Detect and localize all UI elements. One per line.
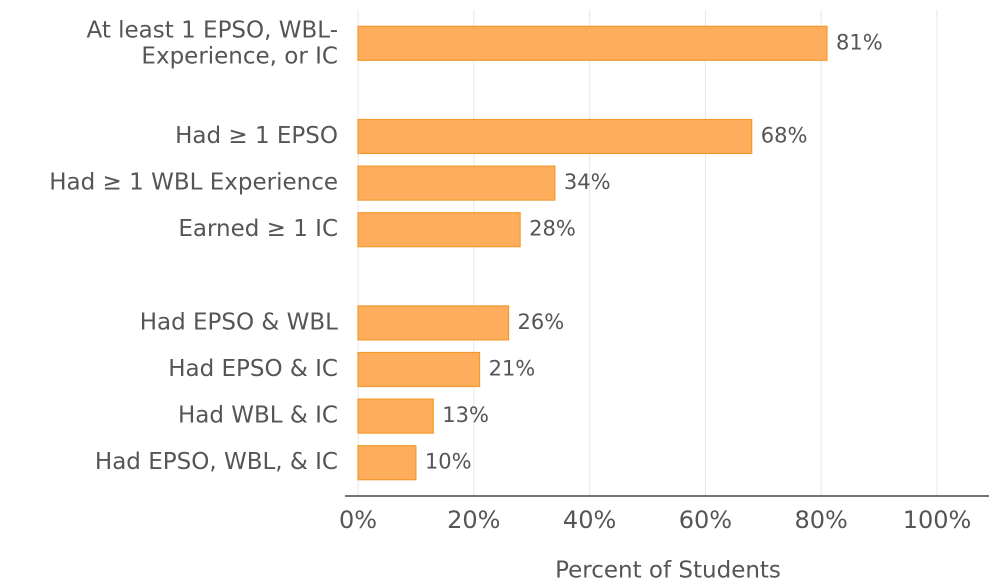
value-label: 81% bbox=[836, 30, 883, 54]
x-tick-label: 20% bbox=[447, 506, 500, 534]
x-tick-label: 60% bbox=[679, 506, 732, 534]
bar bbox=[357, 305, 510, 341]
bar bbox=[357, 398, 434, 434]
y-tick-label: At least 1 EPSO, WBL-Experience, or IC bbox=[86, 17, 338, 69]
bar bbox=[357, 351, 481, 388]
y-tick-label: Had EPSO & IC bbox=[168, 356, 338, 382]
value-label: 26% bbox=[518, 310, 565, 334]
y-tick-label: Had ≥ 1 WBL Experience bbox=[49, 170, 338, 196]
value-label: 68% bbox=[761, 124, 808, 148]
x-tick-label: 0% bbox=[339, 506, 377, 534]
x-axis-label: Percent of Students bbox=[555, 558, 781, 583]
y-tick-label: Had WBL & IC bbox=[178, 403, 338, 429]
y-tick-label: Earned ≥ 1 IC bbox=[178, 216, 338, 242]
value-label: 34% bbox=[564, 170, 611, 194]
x-tick-label: 80% bbox=[795, 506, 848, 534]
x-tick-label: 100% bbox=[903, 506, 972, 534]
y-tick-label: Had EPSO & WBL bbox=[140, 309, 338, 335]
bar bbox=[357, 212, 521, 248]
bar bbox=[357, 165, 556, 201]
y-tick-label: Had ≥ 1 EPSO bbox=[175, 123, 338, 149]
bar bbox=[357, 118, 753, 155]
value-label: 13% bbox=[442, 403, 489, 427]
y-tick-label: Had EPSO, WBL, & IC bbox=[95, 449, 338, 475]
bar bbox=[357, 445, 417, 481]
value-label: 21% bbox=[489, 357, 536, 381]
bar bbox=[357, 25, 828, 61]
value-label: 28% bbox=[529, 217, 576, 241]
x-tick-label: 40% bbox=[563, 506, 616, 534]
value-label: 10% bbox=[425, 450, 472, 474]
